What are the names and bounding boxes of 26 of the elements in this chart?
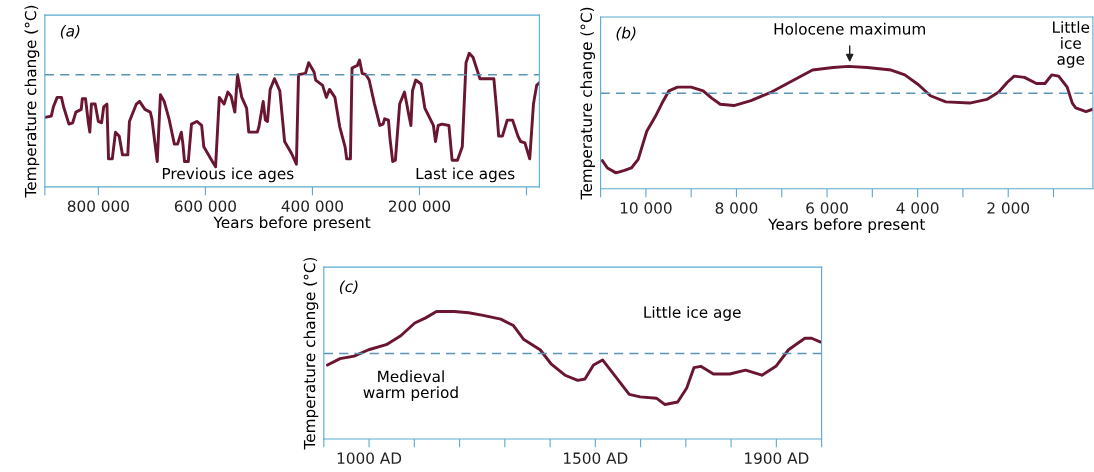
y-axis-title: Temperature change (°C): [24, 5, 40, 198]
x-tick-label: 8 000: [715, 202, 758, 214]
text: (c): [339, 280, 358, 294]
annotation: Last ice ages: [416, 167, 515, 183]
x-tick-label: 2 000: [987, 202, 1030, 214]
annotation: Little ice age: [1053, 21, 1090, 68]
annotation: Holocene maximum: [774, 22, 925, 35]
x-tick-label: 6 000: [806, 202, 848, 214]
x-tick-label: 1000 AD: [337, 452, 402, 464]
x-axis-title: Years before present: [213, 216, 371, 232]
x-tick-label: 400 000: [281, 200, 344, 212]
y-axis-title: Temperature change (°C): [580, 7, 596, 200]
text: (b): [616, 26, 636, 41]
x-tick-label: 600 000: [174, 200, 236, 212]
x-tick-label: 1900 AD: [745, 452, 809, 464]
annotation: Little ice age: [644, 306, 741, 321]
annotation: Previous ice ages: [162, 167, 294, 183]
x-tick-label: 1500 AD: [564, 452, 628, 464]
x-axis-title: Years before present: [768, 218, 926, 233]
x-tick-label: 4 000: [896, 202, 939, 214]
y-axis-title: Temperature change (°C): [303, 257, 319, 450]
annotation: Medieval warm period: [363, 370, 458, 402]
x-tick-label: 10 000: [620, 202, 672, 214]
text: (a): [60, 24, 80, 39]
x-tick-label: 800 000: [67, 200, 129, 212]
x-tick-label: 200 000: [389, 200, 451, 212]
